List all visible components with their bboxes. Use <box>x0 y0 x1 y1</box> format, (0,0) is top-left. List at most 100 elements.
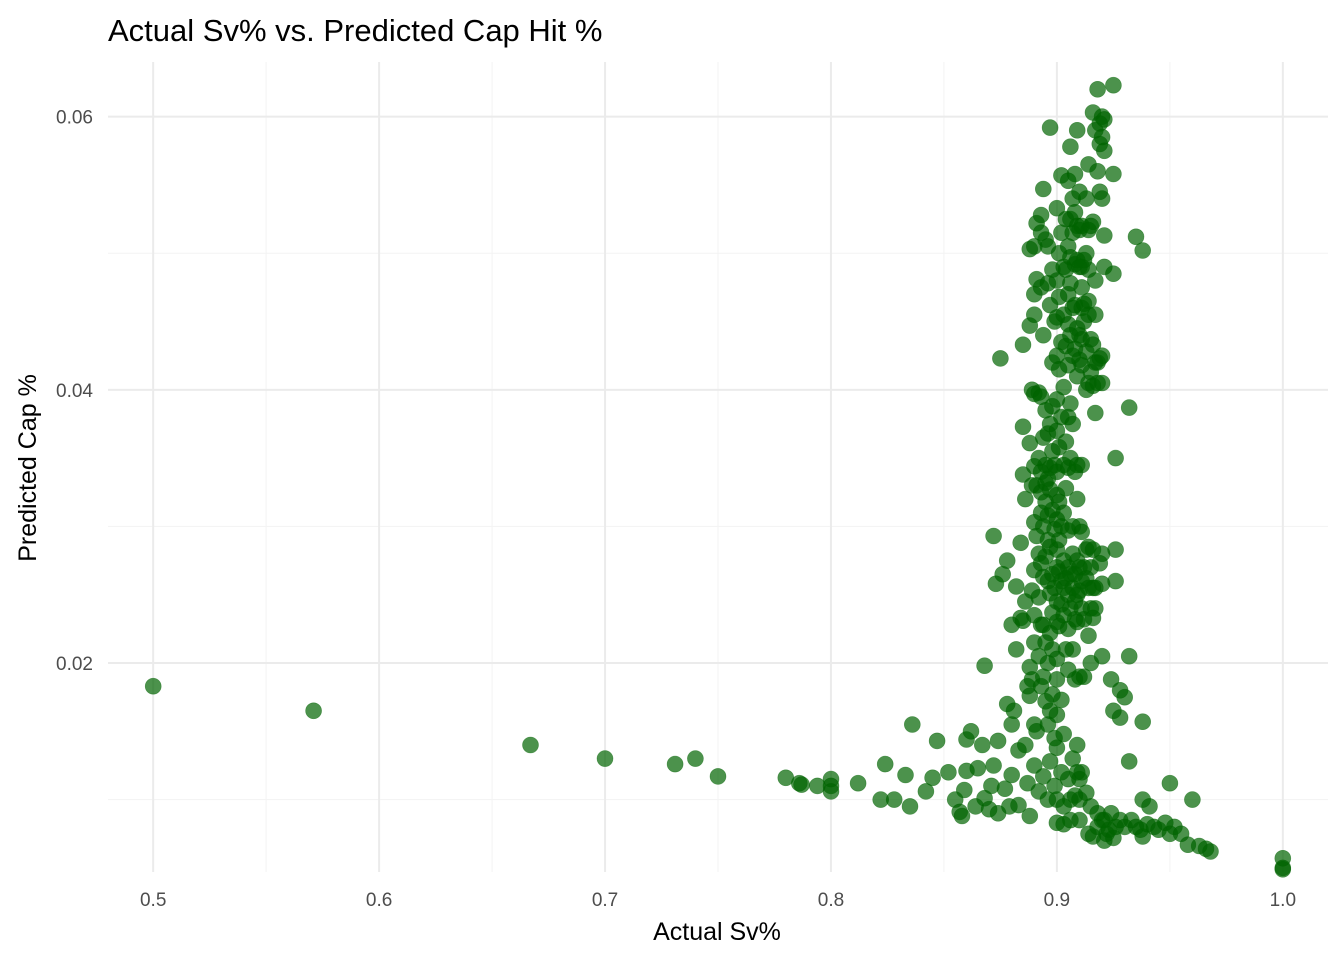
data-point <box>1184 791 1201 808</box>
data-point <box>1026 306 1043 324</box>
data-point <box>1087 306 1104 324</box>
data-point <box>1093 190 1111 207</box>
data-point <box>1105 165 1122 183</box>
data-point <box>1005 702 1023 720</box>
data-point <box>1105 265 1122 283</box>
data-point <box>969 759 987 777</box>
data-points <box>144 76 1292 878</box>
data-point <box>953 807 971 825</box>
data-point <box>1048 706 1066 724</box>
data-point <box>1107 449 1124 467</box>
data-point <box>885 791 903 808</box>
data-point <box>1019 774 1036 792</box>
y-tick-label: 0.06 <box>56 108 93 129</box>
data-point <box>1080 627 1097 645</box>
data-point <box>1087 404 1104 422</box>
data-point <box>1057 479 1075 497</box>
data-point <box>822 783 840 800</box>
data-point <box>1021 687 1039 705</box>
chart-title: Actual Sv% vs. Predicted Cap Hit % <box>108 13 602 48</box>
data-point <box>1053 691 1070 709</box>
y-axis-ticks: 0.02 0.04 0.06 <box>56 108 93 675</box>
data-point <box>955 781 973 799</box>
data-point <box>1035 180 1052 198</box>
grid-lines <box>108 62 1328 872</box>
data-point <box>976 657 993 675</box>
data-point <box>1073 763 1090 781</box>
data-point <box>1202 843 1219 860</box>
data-point <box>985 527 1002 545</box>
x-axis-title: Actual Sv% <box>653 918 781 946</box>
data-point <box>1062 138 1079 155</box>
data-point <box>687 750 704 767</box>
data-point <box>1014 336 1032 354</box>
data-point <box>973 736 991 754</box>
y-tick-label: 0.02 <box>56 654 93 675</box>
data-point <box>793 776 810 793</box>
data-point <box>1017 736 1034 754</box>
x-tick-label: 0.5 <box>140 890 166 911</box>
data-point <box>1087 600 1104 617</box>
data-point <box>709 768 727 785</box>
data-point <box>596 750 614 767</box>
data-point <box>1111 709 1129 726</box>
data-point <box>876 755 894 773</box>
data-point <box>996 780 1014 798</box>
data-point <box>998 552 1016 569</box>
data-point <box>1116 688 1133 706</box>
data-point <box>1048 671 1066 688</box>
data-point <box>1071 811 1088 829</box>
data-point <box>940 763 957 781</box>
data-point <box>522 736 539 754</box>
data-point <box>1003 766 1021 784</box>
data-point <box>1274 860 1292 878</box>
data-point <box>1096 227 1113 244</box>
data-point <box>924 769 941 787</box>
data-point <box>1048 199 1066 217</box>
data-point <box>1064 415 1081 433</box>
data-point <box>1048 739 1066 757</box>
data-point <box>1041 119 1059 136</box>
data-point <box>992 350 1009 367</box>
data-point <box>1093 374 1111 392</box>
data-point <box>1064 641 1081 658</box>
data-point <box>1055 504 1072 522</box>
x-tick-label: 0.7 <box>592 890 618 911</box>
data-point <box>1068 490 1086 508</box>
data-point <box>1078 244 1095 262</box>
data-point <box>1055 378 1072 396</box>
data-point <box>903 716 921 733</box>
data-point <box>1062 395 1079 412</box>
data-point <box>1093 575 1111 593</box>
data-point <box>1014 418 1032 436</box>
data-point <box>1026 757 1043 774</box>
data-point <box>1012 534 1030 552</box>
y-axis-title: Predicted Cap % <box>14 374 42 562</box>
data-point <box>1055 725 1072 743</box>
data-point <box>1107 541 1124 558</box>
data-point <box>1093 647 1111 665</box>
data-point <box>983 777 1000 795</box>
data-point <box>1093 347 1111 365</box>
data-point <box>1120 647 1138 665</box>
data-point <box>1073 523 1090 541</box>
y-tick-label: 0.04 <box>56 381 93 402</box>
data-point <box>1127 228 1145 246</box>
data-point <box>666 755 684 773</box>
data-point <box>1010 796 1027 814</box>
data-point <box>1017 490 1034 508</box>
data-point <box>1084 336 1102 354</box>
data-point <box>1102 671 1120 688</box>
data-point <box>1068 736 1086 754</box>
x-tick-label: 0.8 <box>818 890 844 911</box>
data-point <box>1134 713 1151 731</box>
data-point <box>917 783 935 800</box>
data-point <box>1105 76 1122 94</box>
data-point <box>1068 122 1086 139</box>
data-point <box>897 766 914 784</box>
data-point <box>989 732 1007 750</box>
data-point <box>1120 399 1138 416</box>
data-point <box>1007 578 1025 595</box>
data-point <box>1066 165 1084 183</box>
data-point <box>1007 641 1025 658</box>
